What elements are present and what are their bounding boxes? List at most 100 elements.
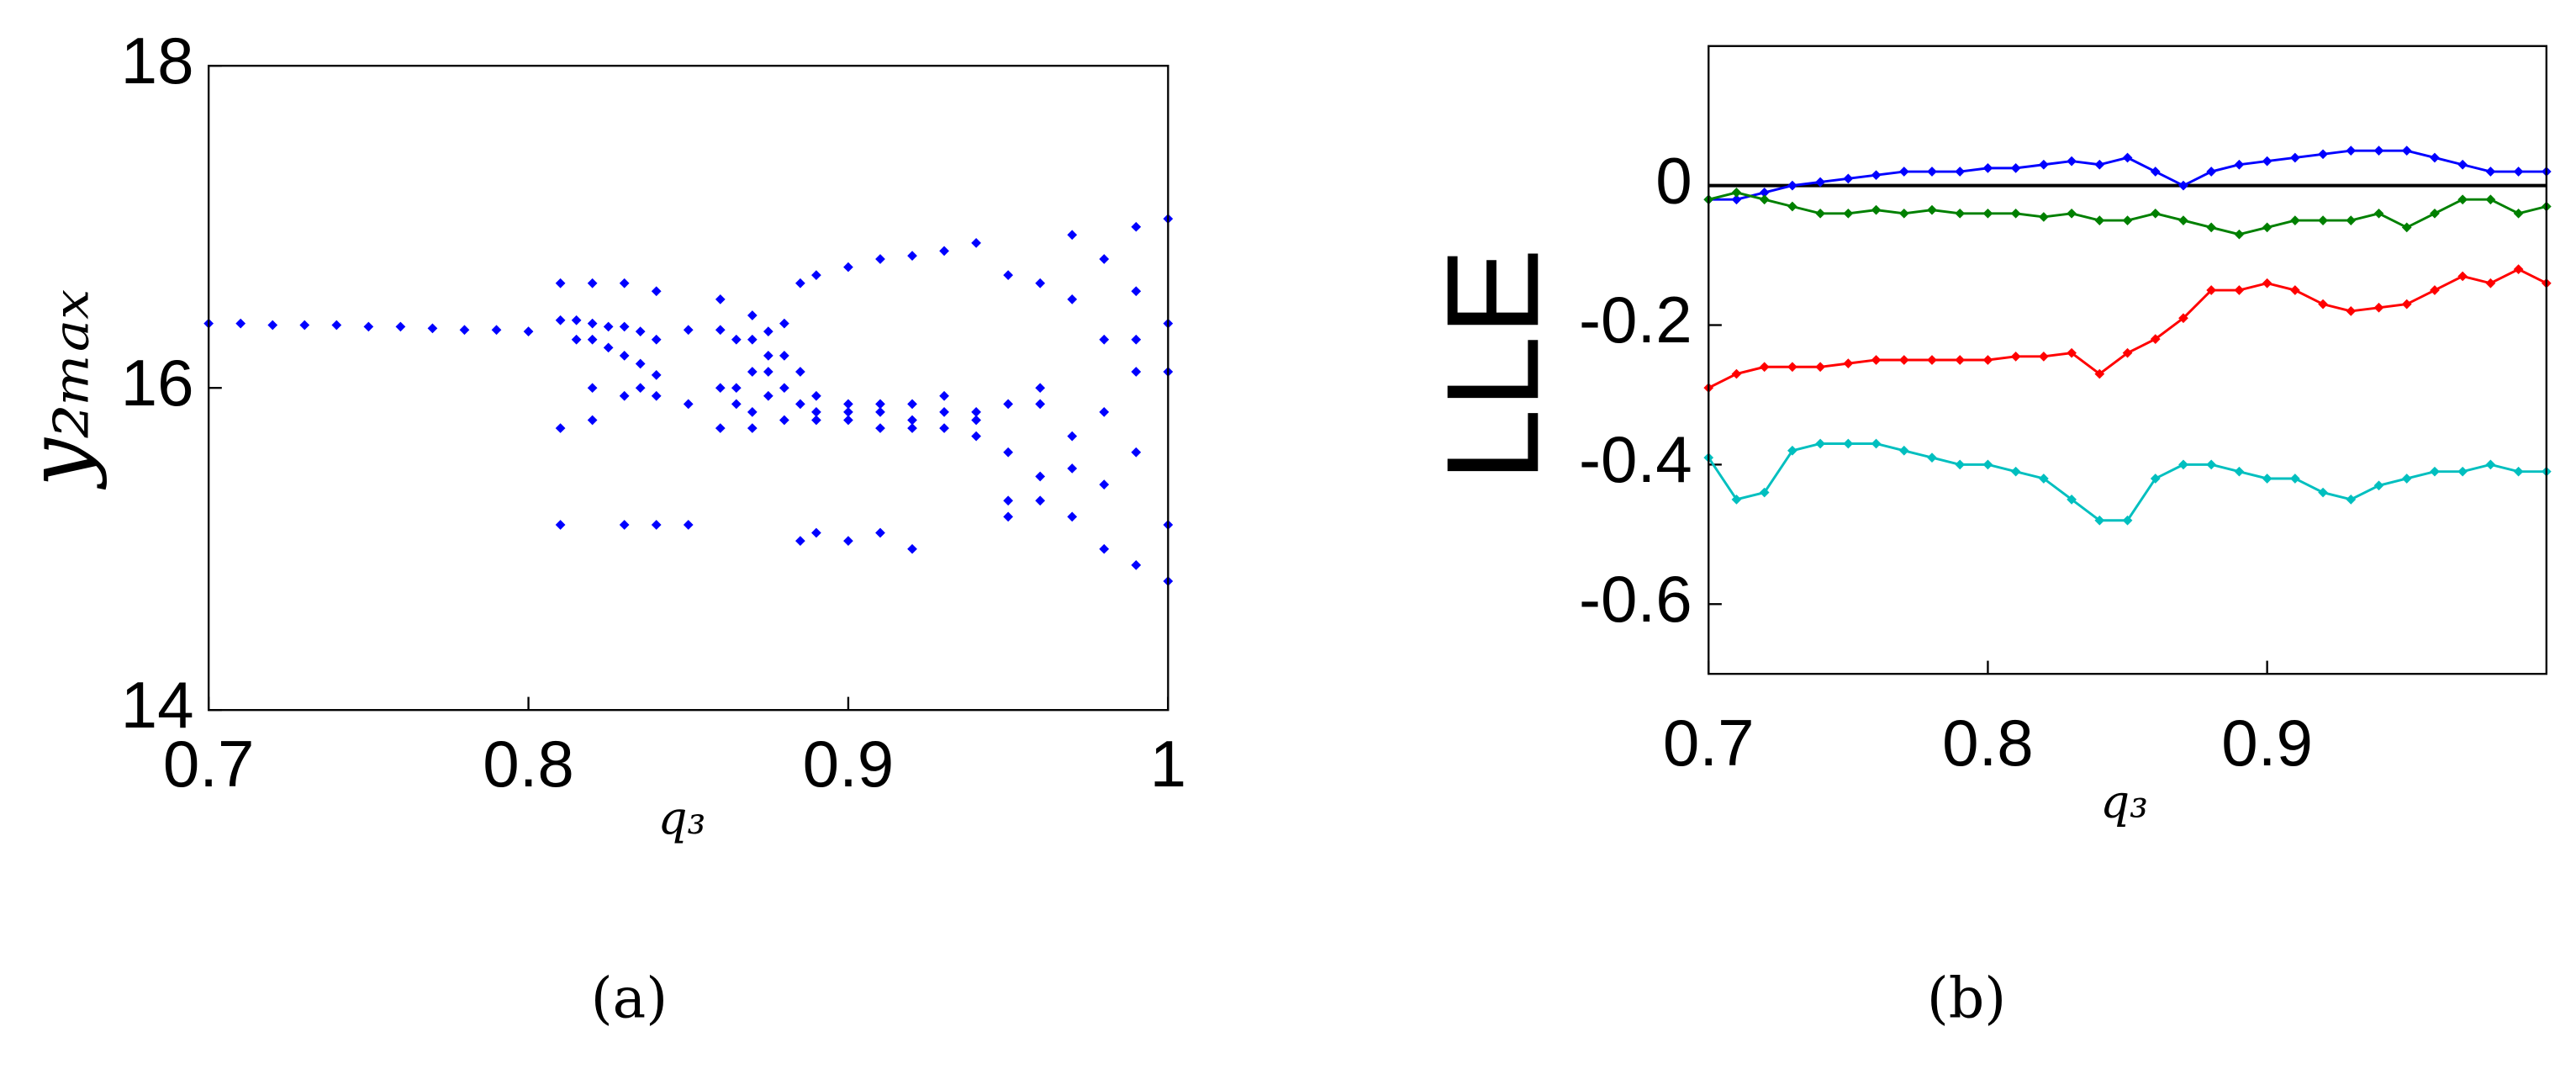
point bbox=[843, 407, 853, 417]
point bbox=[875, 254, 885, 264]
point bbox=[2010, 208, 2021, 219]
point bbox=[1099, 479, 1110, 490]
point bbox=[939, 390, 949, 401]
point bbox=[555, 315, 566, 325]
point bbox=[2067, 208, 2077, 219]
point bbox=[2039, 351, 2049, 362]
point bbox=[1815, 208, 1825, 219]
point bbox=[1982, 355, 1993, 365]
point bbox=[1843, 358, 1854, 368]
point bbox=[635, 326, 646, 337]
point bbox=[1731, 194, 1742, 205]
point bbox=[2485, 278, 2496, 288]
y-tick-label: -0.2 bbox=[1579, 283, 1692, 357]
point bbox=[1035, 495, 1046, 506]
point bbox=[2122, 347, 2133, 358]
point bbox=[2010, 351, 2021, 362]
y-tick-label: 16 bbox=[121, 346, 194, 420]
caption: (b) bbox=[1927, 966, 2006, 1031]
point bbox=[2513, 466, 2524, 477]
point bbox=[1843, 208, 1854, 219]
point bbox=[1927, 167, 1937, 177]
point bbox=[651, 520, 662, 530]
plot-frame bbox=[1708, 45, 2547, 675]
x-axis-label: q₃ bbox=[2100, 775, 2148, 828]
point bbox=[2262, 222, 2272, 233]
point bbox=[1898, 208, 1909, 219]
point bbox=[491, 325, 502, 336]
point bbox=[843, 262, 853, 273]
point bbox=[1003, 495, 1014, 506]
point bbox=[1871, 355, 1882, 365]
point bbox=[907, 423, 917, 433]
point bbox=[267, 320, 278, 331]
point bbox=[2430, 285, 2440, 295]
point bbox=[2430, 152, 2440, 163]
point bbox=[2262, 156, 2272, 167]
y-axis-label: y₂ₘₐₓ bbox=[8, 289, 108, 490]
point bbox=[2318, 487, 2328, 498]
point bbox=[763, 326, 773, 337]
point bbox=[1927, 204, 1937, 215]
point bbox=[811, 390, 821, 401]
point bbox=[731, 383, 742, 394]
point bbox=[1099, 334, 1110, 345]
point bbox=[2318, 299, 2328, 310]
point bbox=[2513, 264, 2524, 275]
point bbox=[2289, 152, 2300, 163]
point bbox=[1099, 254, 1110, 264]
point bbox=[1731, 188, 1742, 198]
point bbox=[619, 321, 630, 332]
point bbox=[875, 407, 885, 417]
point bbox=[2318, 215, 2328, 225]
point bbox=[2010, 163, 2021, 173]
point bbox=[683, 325, 694, 336]
point bbox=[971, 407, 981, 417]
point bbox=[2234, 285, 2245, 295]
point bbox=[2430, 208, 2440, 219]
point bbox=[571, 334, 582, 345]
point bbox=[811, 415, 821, 426]
chart-panel: 0.7 0.8 0.9 1 14 16 18 q₃ y₂ₘₐₓ (a) bbox=[8, 24, 1186, 1031]
point bbox=[603, 321, 614, 332]
point bbox=[1131, 221, 1142, 232]
x-tick-label: 0.8 bbox=[483, 727, 574, 801]
x-axis-label: q₃ bbox=[657, 791, 705, 844]
point bbox=[811, 270, 821, 281]
point bbox=[2067, 156, 2077, 167]
point bbox=[2513, 167, 2524, 177]
chart-panel: 0.7 0.8 0.9 -0.6 -0.4 -0.2 0 q₃ LLE (b) bbox=[1419, 45, 2552, 1031]
point bbox=[651, 334, 662, 345]
plot-frame bbox=[207, 65, 1169, 712]
point bbox=[875, 423, 885, 433]
point bbox=[651, 370, 662, 380]
point bbox=[555, 423, 566, 433]
point bbox=[2234, 159, 2245, 170]
point bbox=[363, 321, 374, 332]
point bbox=[2010, 466, 2021, 477]
point bbox=[2150, 334, 2161, 344]
point bbox=[2373, 146, 2384, 156]
point bbox=[2346, 215, 2357, 225]
point bbox=[651, 390, 662, 401]
point bbox=[1131, 367, 1142, 377]
point bbox=[1898, 167, 1909, 177]
point bbox=[811, 407, 821, 417]
point bbox=[763, 351, 773, 361]
point bbox=[1731, 368, 1742, 379]
point bbox=[2178, 313, 2188, 324]
point bbox=[2094, 159, 2105, 170]
point bbox=[1982, 208, 1993, 219]
point bbox=[843, 415, 853, 426]
point bbox=[2206, 167, 2217, 177]
point bbox=[2234, 466, 2245, 477]
x-tick-label: 1 bbox=[1150, 727, 1186, 801]
point bbox=[2401, 222, 2412, 233]
point bbox=[1871, 170, 1882, 181]
point bbox=[1131, 334, 1142, 345]
y-tick-label: -0.6 bbox=[1579, 562, 1692, 636]
point bbox=[2122, 215, 2133, 225]
point bbox=[1759, 487, 1770, 498]
point bbox=[1898, 355, 1909, 365]
